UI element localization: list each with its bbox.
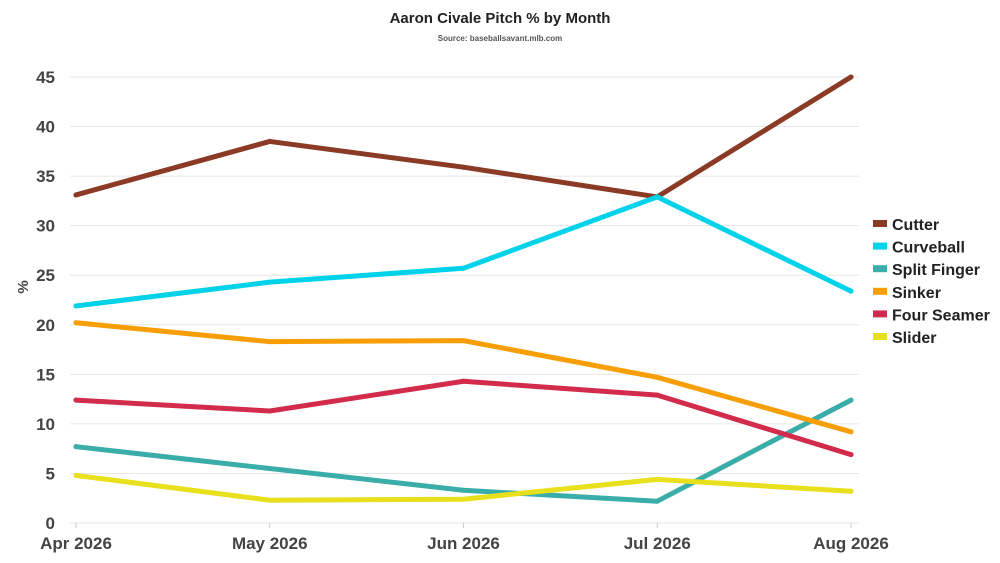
data-point — [848, 288, 854, 294]
data-point — [267, 339, 273, 345]
legend-swatch — [873, 310, 887, 318]
y-tick-label: 0 — [46, 514, 55, 533]
series-curveball — [73, 194, 854, 309]
legend-swatch — [873, 287, 887, 295]
y-tick-label: 10 — [36, 415, 55, 434]
legend-swatch — [873, 242, 887, 250]
data-point — [848, 74, 854, 80]
x-tick-label: Jul 2026 — [624, 534, 691, 553]
legend-label: Slider — [892, 330, 936, 347]
data-point — [461, 487, 466, 493]
data-point — [73, 472, 79, 478]
y-tick-label: 40 — [36, 118, 55, 137]
legend-item[interactable]: Sinker — [873, 285, 941, 302]
data-point — [73, 192, 79, 198]
data-point — [654, 374, 660, 380]
data-point — [267, 408, 273, 414]
series-lines — [73, 74, 854, 504]
x-tick-label: May 2026 — [232, 534, 308, 553]
legend-label: Cutter — [892, 217, 939, 234]
data-point — [267, 279, 273, 285]
series-cutter — [73, 74, 854, 200]
data-point — [461, 378, 466, 384]
data-point — [848, 488, 854, 494]
chart-subtitle: Source: baseballsavant.mlb.com — [438, 34, 563, 43]
legend-label: Split Finger — [892, 262, 980, 279]
legend-item[interactable]: Four Seamer — [873, 307, 990, 324]
series-line — [73, 74, 854, 200]
data-point — [73, 397, 79, 403]
legend-item[interactable]: Slider — [873, 330, 936, 347]
legend-item[interactable]: Split Finger — [873, 262, 980, 279]
legend-swatch — [873, 333, 887, 340]
series-slider — [73, 472, 854, 503]
data-point — [848, 397, 854, 403]
legend-swatch — [873, 265, 887, 273]
data-point — [654, 194, 660, 200]
y-tick-label: 35 — [36, 167, 55, 186]
series-line — [73, 194, 854, 309]
legend-swatch — [873, 220, 887, 227]
data-point — [461, 338, 466, 344]
x-tick-label: Aug 2026 — [813, 534, 889, 553]
data-point — [654, 498, 660, 504]
data-point — [461, 265, 466, 271]
y-tick-label: 30 — [36, 217, 55, 236]
data-point — [848, 452, 854, 458]
y-tick-label: 25 — [36, 266, 55, 285]
y-axis-label: % — [15, 280, 32, 293]
data-point — [654, 476, 660, 482]
y-tick-label: 5 — [46, 464, 55, 483]
series-line — [73, 378, 854, 458]
data-point — [461, 164, 466, 170]
legend-label: Four Seamer — [892, 307, 990, 324]
legend-label: Sinker — [892, 285, 941, 302]
legend-item[interactable]: Curveball — [873, 240, 965, 257]
data-point — [848, 429, 854, 435]
legend: Cutter Curveball Split Finger Sinker Four Se… — [873, 217, 990, 347]
x-tick-label: Jun 2026 — [427, 534, 500, 553]
y-axis-ticks: 0 5 10 15 20 25 30 35 40 45 — [36, 68, 55, 533]
y-tick-label: 45 — [36, 68, 55, 87]
data-point — [73, 303, 79, 309]
series-split-finger — [73, 397, 854, 504]
series-sinker — [73, 320, 854, 435]
data-point — [654, 392, 660, 398]
data-point — [73, 320, 79, 326]
chart-title: Aaron Civale Pitch % by Month — [390, 10, 611, 27]
gridlines — [70, 76, 859, 524]
x-axis-ticks: Apr 2026 May 2026 Jun 2026 Jul 2026 Aug 2026 — [40, 523, 889, 553]
y-tick-label: 20 — [36, 316, 55, 335]
data-point — [267, 465, 273, 471]
legend-label: Curveball — [892, 240, 965, 257]
legend-item[interactable]: Cutter — [873, 217, 939, 234]
y-tick-label: 15 — [36, 365, 55, 384]
data-point — [461, 496, 466, 502]
data-point — [267, 497, 273, 503]
data-point — [267, 138, 273, 144]
x-tick-label: Apr 2026 — [40, 534, 112, 553]
data-point — [73, 444, 79, 450]
series-four-seamer — [73, 378, 854, 458]
